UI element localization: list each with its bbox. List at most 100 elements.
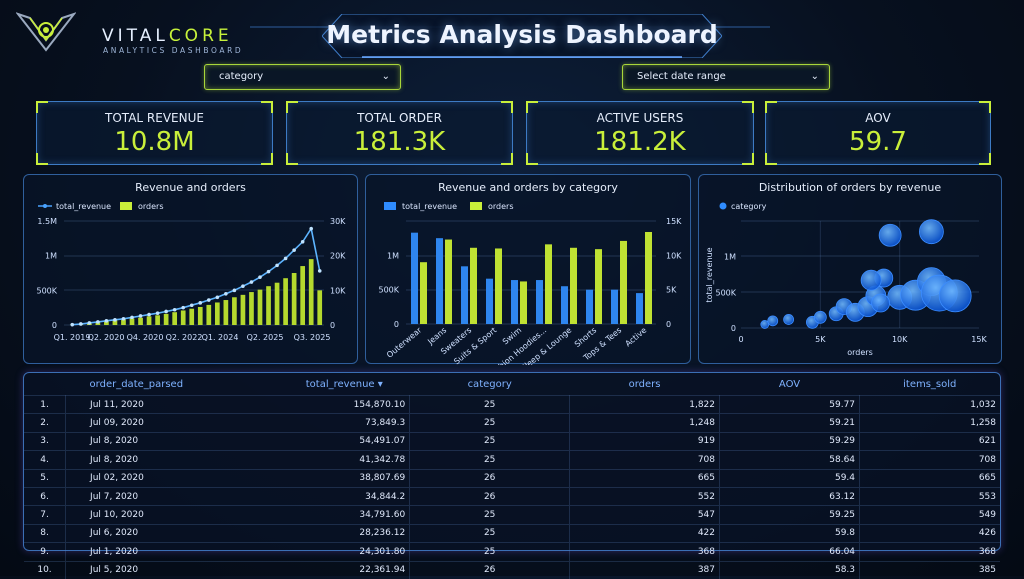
kpi-value: 10.8M <box>37 127 272 157</box>
revenue-point <box>284 257 288 261</box>
orders-bar <box>232 297 237 325</box>
cell-aov: 59.4 <box>720 469 860 487</box>
x-tick-label: Q1. 2019 <box>54 333 91 342</box>
orders-bar <box>595 249 602 324</box>
orders-bar <box>138 318 143 325</box>
category-dropdown[interactable]: category ⌄ <box>204 64 401 90</box>
row-index: 5. <box>24 469 66 487</box>
column-header-orders[interactable]: orders <box>570 373 720 396</box>
scatter-point <box>768 316 778 326</box>
scatter-point <box>814 311 826 323</box>
cell-category: 26 <box>410 487 570 505</box>
y-right-tick-label: 0 <box>666 320 671 329</box>
date-range-dropdown-value: Select date range <box>637 71 726 82</box>
row-index: 10. <box>24 561 66 579</box>
legend-swatch <box>120 202 132 210</box>
legend-label: orders <box>488 202 514 211</box>
legend-label: category <box>731 202 767 211</box>
cell-total-revenue: 41,342.78 <box>279 451 410 469</box>
scatter-point <box>939 280 971 312</box>
revenue-point <box>96 320 100 324</box>
orders-bar <box>520 281 527 324</box>
legend-swatch-dot <box>43 204 47 208</box>
column-header-category[interactable]: category <box>410 373 570 396</box>
column-header-order-date[interactable]: order_date_parsed <box>66 373 279 396</box>
cell-category: 25 <box>410 414 570 432</box>
revenue-point <box>190 303 194 307</box>
cell-orders: 708 <box>570 451 720 469</box>
revenue-point <box>224 292 228 296</box>
revenue-point <box>113 318 117 322</box>
cell-aov: 59.8 <box>720 524 860 542</box>
orders-bar <box>130 318 135 325</box>
y-right-tick-label: 0 <box>330 321 335 330</box>
cell-orders: 552 <box>570 487 720 505</box>
orders-bar <box>309 259 314 325</box>
column-header-items-sold[interactable]: items_sold <box>860 373 1000 396</box>
x-tick-label: Q4. 2020 <box>127 333 164 342</box>
kpi-label: TOTAL REVENUE <box>37 111 272 125</box>
cell-category: 25 <box>410 451 570 469</box>
orders-bar <box>164 314 169 325</box>
revenue-point <box>156 311 160 315</box>
cell-total-revenue: 24,301.80 <box>279 543 410 561</box>
revenue-bar <box>561 286 568 324</box>
kpi-value: 181.2K <box>527 127 753 157</box>
cell-aov: 58.64 <box>720 451 860 469</box>
revenue-point <box>130 316 134 320</box>
cell-orders: 368 <box>570 543 720 561</box>
kpi-total-order: TOTAL ORDER 181.3K <box>286 101 513 165</box>
y-right-tick-label: 10K <box>666 251 682 260</box>
brand: VITALCORE ANALYTICS DASHBOARD <box>16 10 246 56</box>
orders-bar <box>241 295 246 325</box>
revenue-point <box>292 248 296 252</box>
y-tick-label: 0 <box>394 320 399 329</box>
orders-bar <box>292 273 297 325</box>
y-right-tick-label: 30K <box>330 217 346 226</box>
cell-order-date: Jul 8, 2020 <box>66 432 279 450</box>
cell-order-date: Jul 10, 2020 <box>66 506 279 524</box>
cell-order-date: Jul 09, 2020 <box>66 414 279 432</box>
date-range-dropdown[interactable]: Select date range ⌄ <box>622 64 830 90</box>
cell-items-sold: 665 <box>860 469 1000 487</box>
legend-label: orders <box>138 202 164 211</box>
cell-total-revenue: 73,849.3 <box>279 414 410 432</box>
column-header-total-revenue[interactable]: total_revenue ▾ <box>279 373 410 396</box>
revenue-point <box>267 270 271 274</box>
row-index: 8. <box>24 524 66 542</box>
title-frame: Metrics Analysis Dashboard <box>322 14 722 58</box>
kpi-label: ACTIVE USERS <box>527 111 753 125</box>
row-index: 4. <box>24 451 66 469</box>
scatter-point <box>784 314 794 324</box>
cell-aov: 66.04 <box>720 543 860 561</box>
cell-items-sold: 553 <box>860 487 1000 505</box>
legend-swatch <box>720 203 727 210</box>
revenue-point <box>139 314 143 318</box>
revenue-line <box>72 229 319 325</box>
orders-bar <box>317 290 322 325</box>
row-index: 9. <box>24 543 66 561</box>
orders-bar <box>545 244 552 324</box>
cell-items-sold: 426 <box>860 524 1000 542</box>
y-tick-label: 1M <box>724 253 736 262</box>
column-header-aov[interactable]: AOV <box>720 373 860 396</box>
legend-label: total_revenue <box>402 202 457 211</box>
y-tick-label: 0 <box>731 324 736 333</box>
kpi-label: AOV <box>766 111 990 125</box>
orders-bar <box>300 266 305 325</box>
kpi-active-users: ACTIVE USERS 181.2K <box>526 101 754 165</box>
orders-bar <box>258 290 263 325</box>
